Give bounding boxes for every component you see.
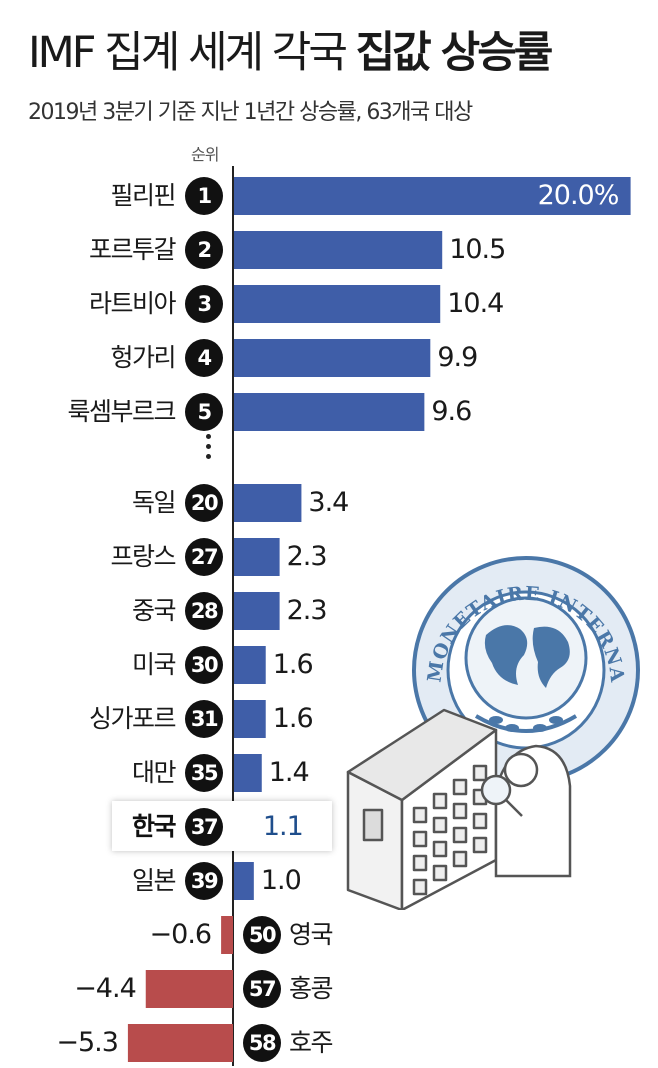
country-label: 일본 bbox=[131, 866, 177, 895]
data-label: 9.6 bbox=[431, 396, 472, 427]
rank-badge: 37 bbox=[185, 808, 223, 846]
bar bbox=[234, 393, 425, 431]
rank-badge: 20 bbox=[185, 484, 223, 522]
rank-badge: 57 bbox=[243, 970, 281, 1008]
data-label: 2.3 bbox=[286, 595, 328, 626]
building-icon bbox=[346, 708, 498, 910]
rank-badge: 2 bbox=[185, 231, 223, 269]
bar bbox=[234, 700, 266, 738]
rank-badge: 5 bbox=[185, 393, 223, 431]
country-label: 홍콩 bbox=[289, 974, 334, 1003]
country-label: 중국 bbox=[131, 596, 177, 625]
country-label: 헝가리 bbox=[110, 343, 176, 372]
data-label: 1.0 bbox=[260, 865, 302, 896]
ellipsis-indicator bbox=[205, 434, 211, 459]
country-label: 필리핀 bbox=[110, 181, 176, 210]
country-label: 라트비아 bbox=[88, 289, 177, 318]
data-label: 1.6 bbox=[272, 649, 314, 680]
chart-subtitle: 2019년 3분기 기준 지난 1년간 상승률, 63개국 대상 bbox=[28, 100, 473, 125]
rank-badge: 27 bbox=[185, 538, 223, 576]
data-label: 1.4 bbox=[268, 757, 310, 788]
country-label: 싱가포르 bbox=[88, 704, 177, 733]
bar bbox=[234, 592, 280, 630]
country-label: 룩셈부르크 bbox=[67, 397, 176, 426]
bar bbox=[234, 538, 280, 576]
bar bbox=[127, 1024, 233, 1062]
country-label: 독일 bbox=[131, 488, 177, 517]
rank-badge: 3 bbox=[185, 285, 223, 323]
rank-badge: 39 bbox=[185, 862, 223, 900]
rank-badge: 1 bbox=[185, 177, 223, 215]
bar bbox=[234, 754, 262, 792]
bar bbox=[234, 339, 431, 377]
country-label: 포르투갈 bbox=[88, 235, 177, 264]
rank-badge: 58 bbox=[243, 1024, 281, 1062]
person-with-magnifier-icon bbox=[480, 744, 572, 878]
bar bbox=[145, 970, 233, 1008]
rank-badge: 28 bbox=[185, 592, 223, 630]
data-label: 10.5 bbox=[449, 234, 506, 265]
rank-column-header: 순위 bbox=[191, 145, 219, 164]
data-label: 2.3 bbox=[286, 541, 328, 572]
data-label: −0.6 bbox=[149, 919, 213, 950]
rank-badge: 50 bbox=[243, 916, 281, 954]
rank-badge: 4 bbox=[185, 339, 223, 377]
data-label: 1.6 bbox=[272, 703, 314, 734]
bar bbox=[221, 916, 233, 954]
bar bbox=[234, 646, 266, 684]
country-label: 대만 bbox=[131, 758, 177, 787]
rank-badge: 35 bbox=[185, 754, 223, 792]
data-label: 1.1 bbox=[262, 811, 304, 842]
imf-building-illustration: FONDS MONETAIRE INTERNATIONAL bbox=[346, 540, 640, 910]
rank-badge: 31 bbox=[185, 700, 223, 738]
title-bold: 집값 상승률 bbox=[355, 28, 554, 78]
data-label: 10.4 bbox=[447, 288, 504, 319]
country-label: 호주 bbox=[289, 1028, 334, 1057]
imf-seal-icon: FONDS MONETAIRE INTERNATIONAL bbox=[346, 540, 640, 784]
country-label: 미국 bbox=[131, 650, 177, 679]
chart-title: IMF 집계 세계 각국 집값 상승률 bbox=[28, 18, 554, 80]
country-label: 한국 bbox=[131, 812, 177, 841]
data-label: 9.9 bbox=[437, 342, 478, 373]
country-label: 영국 bbox=[289, 920, 334, 949]
title-prefix: IMF 집계 세계 각국 bbox=[28, 28, 348, 78]
bar bbox=[234, 484, 302, 522]
data-label: 3.4 bbox=[308, 487, 349, 518]
data-label: −5.3 bbox=[56, 1027, 119, 1058]
bar bbox=[234, 862, 254, 900]
country-label: 프랑스 bbox=[110, 542, 176, 571]
rank-badge: 30 bbox=[185, 646, 223, 684]
data-label: −4.4 bbox=[74, 973, 137, 1004]
bar bbox=[234, 231, 443, 269]
bar bbox=[234, 177, 631, 215]
bar bbox=[234, 285, 441, 323]
data-label: 20.0% bbox=[537, 180, 620, 211]
